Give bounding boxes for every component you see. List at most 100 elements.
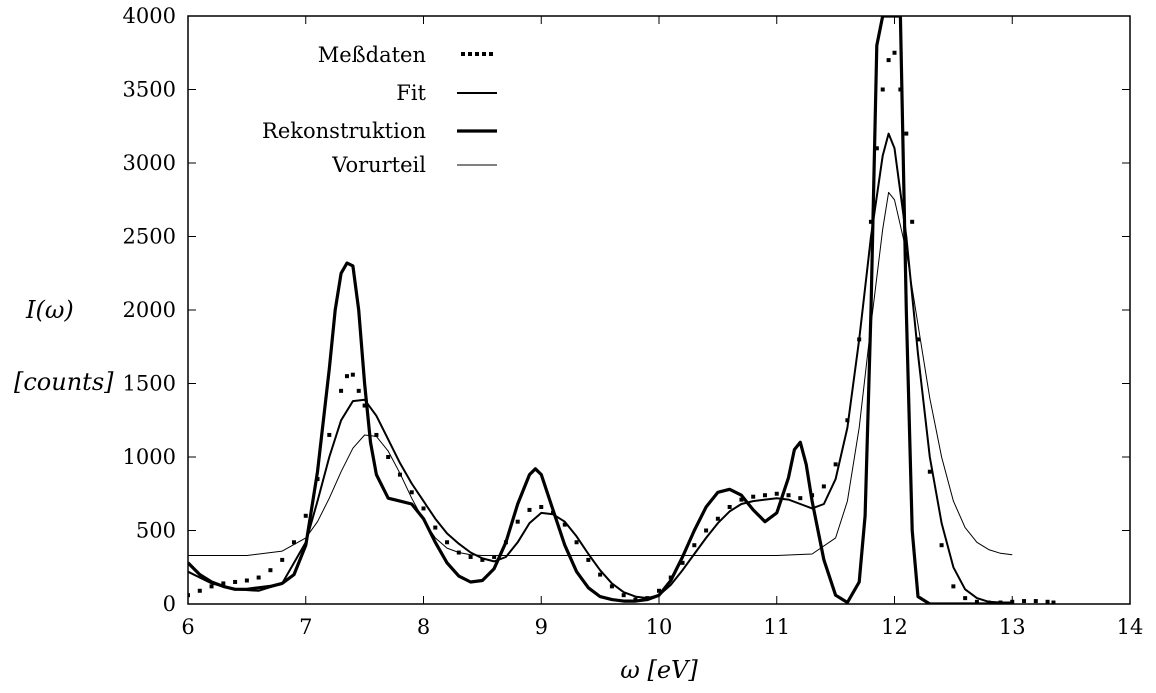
series-line [188,132,1013,604]
y-axis-unit: [counts] [14,368,114,396]
x-tick-label: 13 [999,615,1026,639]
y-tick-label: 1500 [123,372,176,396]
series-rekonstruktion [188,16,1013,604]
y-tick-label: 500 [136,519,176,543]
legend-label: Rekonstruktion [262,119,426,143]
data-point [598,572,603,577]
data-point [433,525,438,530]
y-tick-label: 2500 [123,225,176,249]
data-point [916,337,921,342]
data-point [303,513,308,518]
data-point [715,516,720,521]
y-tick-label: 0 [163,592,176,616]
data-point [692,543,697,548]
legend-label: Fit [396,81,426,105]
data-point [344,374,349,379]
y-tick-label: 3000 [123,151,176,175]
series-vorurteil [188,191,1013,556]
data-point [188,593,190,598]
data-point [786,493,791,498]
data-point [774,491,779,496]
legend-swatch-point [461,52,465,56]
data-point [739,497,744,502]
data-point [280,557,285,562]
data-point [221,581,226,586]
data-point [574,540,579,545]
data-point [751,494,756,499]
data-point [1045,599,1050,604]
data-point [727,504,732,509]
data-point [910,219,915,224]
data-point [291,540,296,545]
data-point [798,496,803,501]
legend-label: Vorurteil [331,153,426,177]
data-point [233,579,238,584]
series-line [188,191,1013,556]
legend-swatch-point [489,52,493,56]
data-point [397,472,402,477]
x-tick-label: 7 [299,615,312,639]
data-point [362,403,367,408]
x-axis-ticks: 6 7 8 9 10 11 12 13 14 [181,16,1143,639]
legend-swatch-point [475,52,479,56]
data-point [539,504,544,509]
data-point [1051,600,1056,604]
y-tick-label: 2000 [123,298,176,322]
data-point [880,87,885,92]
data-point [704,528,709,533]
data-point [951,584,956,589]
data-point [492,554,497,559]
data-point [268,568,273,573]
data-point [886,58,891,63]
x-tick-label: 6 [181,615,194,639]
data-point [562,522,567,527]
legend-swatch-point [468,52,472,56]
data-point [480,557,485,562]
data-point [657,588,661,593]
data-point [892,50,897,55]
data-point [356,388,361,393]
x-tick-label: 11 [763,615,790,639]
data-point [833,462,838,467]
data-point [1033,599,1038,604]
legend-swatch-point [482,52,486,56]
data-point [762,493,767,498]
data-point [868,219,873,224]
data-point [939,543,944,548]
data-point [963,596,968,601]
data-point [445,540,450,545]
data-point [1022,599,1027,604]
x-tick-label: 9 [535,615,548,639]
data-point [680,560,685,565]
data-point [874,146,879,151]
data-point [244,578,249,583]
y-tick-label: 1000 [123,445,176,469]
data-point [209,584,214,589]
x-tick-label: 10 [646,615,673,639]
data-point [821,484,826,489]
data-point [421,506,426,511]
x-tick-label: 14 [1117,615,1144,639]
data-point [350,372,355,377]
x-tick-label: 12 [881,615,908,639]
data-point [527,507,532,512]
data-point [974,599,979,604]
data-point [621,593,626,598]
y-tick-label: 4000 [123,4,176,28]
data-point [927,469,932,474]
data-point [386,455,391,459]
x-axis-title: ω [eV] [620,656,698,684]
y-axis-ticks: 0 500 1000 1500 2000 2500 3000 3500 4000 [123,4,1130,616]
series-fit [188,132,1013,604]
data-point [256,575,261,580]
legend: Meßdaten Fit Rekonstruktion Vorurteil [262,43,497,177]
series-line [188,16,1013,604]
plot-area-frame [187,15,1131,605]
data-point [339,388,344,393]
data-point [904,131,909,136]
data-point [515,519,520,524]
data-point [374,432,379,437]
y-tick-label: 3500 [123,78,176,102]
data-point [468,554,473,559]
